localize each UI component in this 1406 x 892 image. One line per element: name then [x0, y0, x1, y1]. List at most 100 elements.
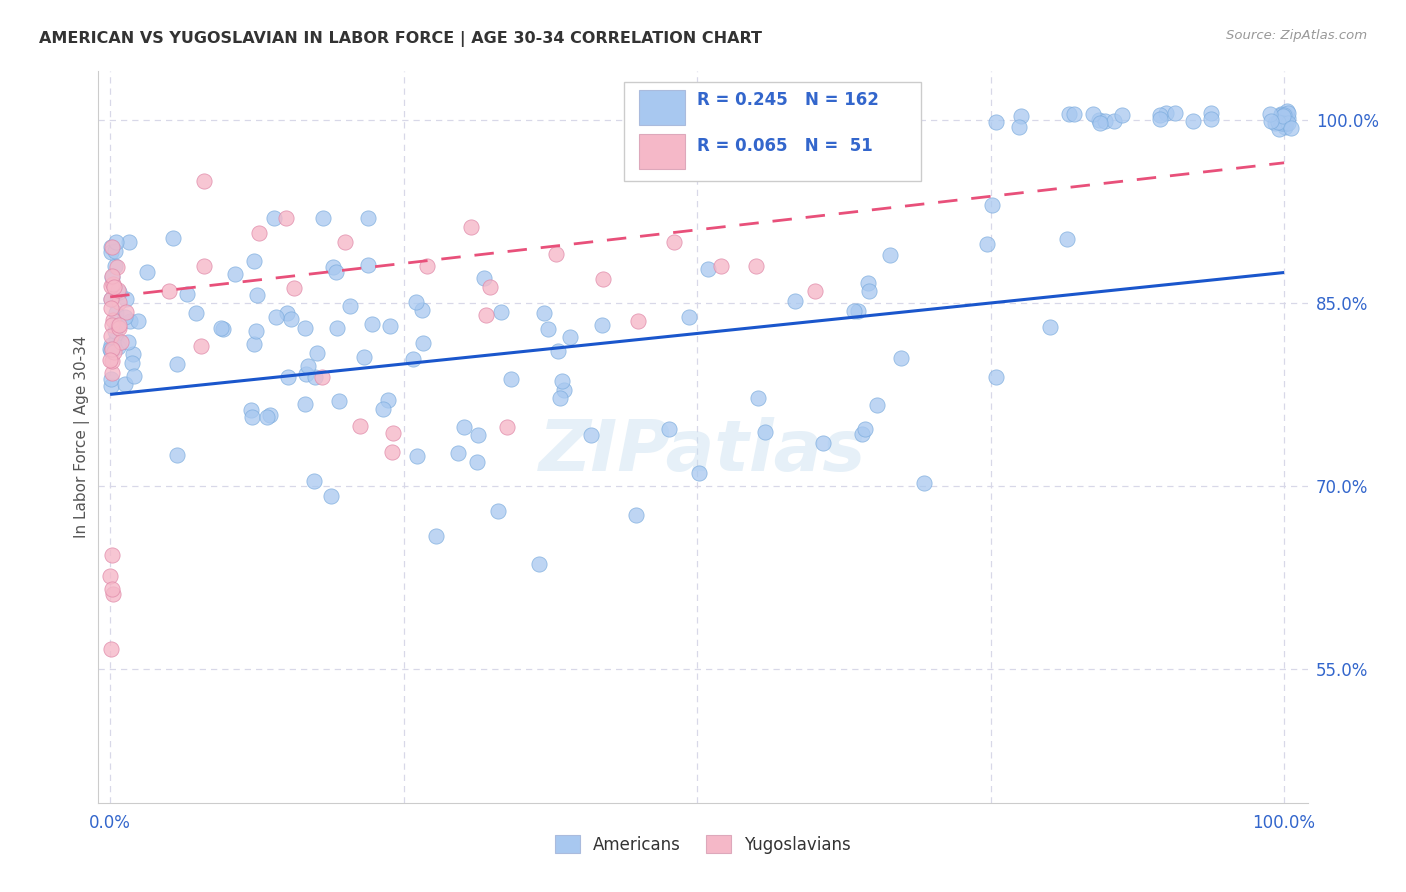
- Point: [551, 374, 574, 388]
- Point: [190, 339, 212, 353]
- Legend: Americans, Yugoslavians: Americans, Yugoslavians: [548, 829, 858, 860]
- Text: Source: ZipAtlas.com: Source: ZipAtlas.com: [1226, 29, 1367, 42]
- Point: [1164, 106, 1187, 120]
- Point: [842, 304, 865, 318]
- Point: [242, 337, 264, 351]
- Point: [100, 279, 122, 293]
- Point: [501, 372, 523, 386]
- Point: [460, 220, 482, 235]
- Point: [425, 529, 447, 543]
- Point: [294, 321, 316, 335]
- Point: [866, 398, 889, 412]
- Point: [1267, 115, 1289, 129]
- Point: [696, 261, 718, 276]
- Point: [209, 321, 232, 335]
- Point: [688, 466, 710, 480]
- Point: [382, 425, 405, 440]
- Point: [100, 642, 122, 657]
- Point: [325, 265, 347, 279]
- Point: [1271, 109, 1294, 123]
- Point: [276, 211, 298, 225]
- Point: [307, 346, 329, 360]
- Point: [114, 310, 136, 324]
- Point: [100, 292, 122, 306]
- Point: [851, 427, 873, 442]
- Point: [537, 321, 560, 335]
- Point: [245, 324, 267, 338]
- Point: [312, 211, 335, 225]
- Point: [1272, 108, 1295, 122]
- Point: [311, 370, 333, 384]
- Point: [328, 393, 350, 408]
- Point: [104, 325, 127, 339]
- Point: [879, 248, 901, 262]
- Point: [1274, 120, 1296, 134]
- Point: [101, 587, 124, 601]
- Point: [453, 420, 475, 434]
- Point: [662, 235, 685, 249]
- Point: [108, 285, 131, 299]
- Point: [1270, 107, 1292, 121]
- Point: [100, 372, 122, 386]
- Point: [381, 444, 404, 458]
- Point: [1154, 106, 1177, 120]
- Point: [259, 408, 281, 422]
- Point: [527, 558, 550, 572]
- Point: [166, 357, 188, 371]
- Point: [302, 475, 325, 489]
- Point: [246, 288, 269, 302]
- Point: [319, 489, 342, 503]
- Point: [224, 267, 246, 281]
- Point: [100, 342, 122, 356]
- Point: [105, 306, 128, 320]
- Point: [1272, 113, 1295, 128]
- Point: [560, 330, 582, 344]
- Point: [242, 409, 264, 424]
- Point: [489, 305, 512, 319]
- Point: [166, 448, 188, 462]
- Point: [256, 409, 278, 424]
- Point: [1102, 114, 1125, 128]
- Point: [104, 235, 127, 250]
- Point: [122, 347, 145, 361]
- Point: [627, 314, 650, 328]
- Point: [591, 318, 613, 332]
- Point: [546, 247, 568, 261]
- Point: [193, 174, 215, 188]
- Point: [100, 270, 122, 285]
- Point: [548, 392, 571, 406]
- Point: [416, 260, 439, 274]
- Point: [101, 240, 124, 254]
- Point: [108, 294, 131, 309]
- Point: [107, 340, 129, 354]
- Point: [747, 391, 769, 405]
- Point: [121, 356, 143, 370]
- Point: [1056, 232, 1078, 246]
- Point: [100, 301, 122, 315]
- Point: [101, 548, 124, 562]
- Point: [357, 211, 380, 225]
- Point: [243, 253, 266, 268]
- Point: [467, 428, 489, 442]
- Point: [1268, 121, 1291, 136]
- Point: [98, 352, 121, 367]
- Point: [1182, 113, 1205, 128]
- Point: [1201, 106, 1223, 120]
- Point: [104, 259, 127, 273]
- Point: [294, 397, 316, 411]
- Point: [890, 351, 912, 365]
- Point: [1277, 116, 1299, 130]
- Point: [1258, 107, 1281, 121]
- Point: [1039, 319, 1062, 334]
- Point: [297, 359, 319, 373]
- FancyBboxPatch shape: [638, 90, 685, 125]
- Point: [105, 260, 128, 274]
- Point: [378, 318, 401, 333]
- Point: [361, 318, 384, 332]
- Point: [1008, 120, 1031, 135]
- Point: [1271, 115, 1294, 129]
- Point: [405, 294, 427, 309]
- Point: [280, 312, 302, 326]
- Point: [371, 401, 394, 416]
- Point: [912, 475, 935, 490]
